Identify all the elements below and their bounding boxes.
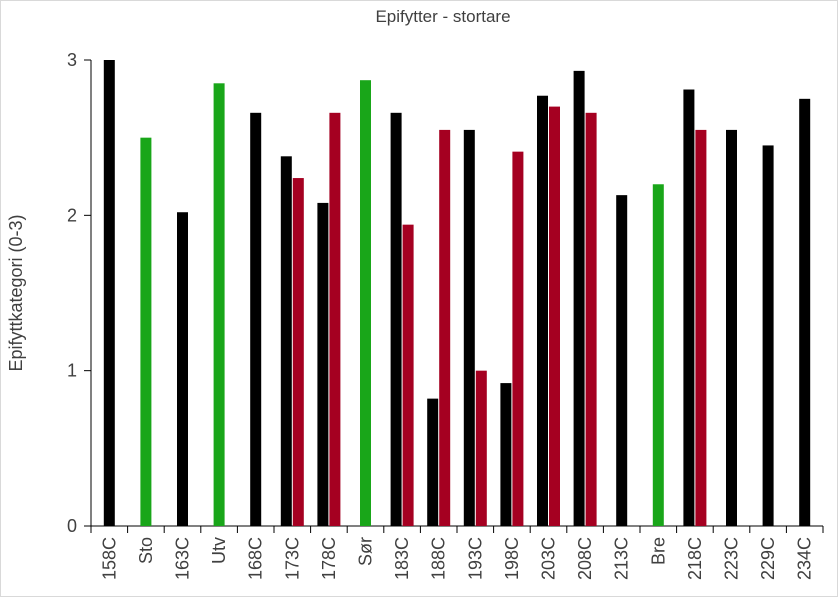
y-axis-label: Epifyttkategori (0-3) — [6, 214, 26, 371]
bar-203C — [537, 95, 548, 526]
bar-198C — [500, 383, 512, 526]
bars — [103, 60, 811, 527]
bar-183C — [390, 112, 402, 527]
bar-Sto — [140, 137, 152, 526]
bar-218C — [683, 89, 695, 526]
y-tick-label: 3 — [67, 50, 77, 70]
x-tick-label: 208C — [575, 537, 595, 580]
bar-208C — [585, 112, 597, 527]
y-tick-label: 1 — [67, 361, 77, 381]
bar-168C — [250, 112, 262, 527]
x-tick-label: Utv — [209, 537, 229, 564]
x-tick-label: 229C — [758, 537, 778, 580]
x-tick-label: 178C — [319, 537, 339, 580]
bar-218C — [695, 129, 707, 526]
bar-178C — [329, 112, 341, 527]
bar-193C — [475, 370, 487, 526]
x-tick-label: 203C — [539, 537, 559, 580]
x-tick-label: 173C — [282, 537, 302, 580]
x-tick-label: 193C — [465, 537, 485, 580]
x-tick-label: 158C — [99, 537, 119, 580]
bar-213C — [616, 195, 628, 526]
tick-labels: 0 1 2 3 158C Sto 163C Utv 168C 173C 178C Sør 183C 188… — [67, 50, 815, 580]
bar-223C — [726, 129, 737, 526]
y-tick-label: 2 — [67, 205, 77, 225]
x-tick-label: Bre — [648, 537, 668, 565]
bar-173C — [280, 156, 292, 526]
x-tick-label: 168C — [246, 537, 266, 580]
x-tick-label: 218C — [685, 537, 705, 580]
bar-178C — [317, 202, 329, 526]
x-tick-label: 188C — [429, 537, 449, 580]
x-tick-label: Sør — [356, 537, 376, 566]
bar-Bre — [652, 184, 664, 526]
bar-163C — [177, 212, 188, 526]
x-tick-label: Sto — [136, 537, 156, 564]
x-tick-label: 213C — [612, 537, 632, 580]
bar-173C — [292, 178, 304, 526]
axes — [84, 59, 824, 533]
bar-Utv — [213, 83, 225, 527]
bar-193C — [463, 129, 475, 526]
bar-229C — [762, 145, 774, 526]
x-tick-label: 163C — [173, 537, 193, 580]
x-tick-label: 223C — [722, 537, 742, 580]
bar-158C — [103, 60, 115, 526]
x-tick-label: 234C — [795, 537, 815, 580]
bar-183C — [402, 224, 414, 527]
bar-203C — [549, 106, 560, 526]
y-tick-label: 0 — [67, 516, 77, 536]
bar-188C — [439, 129, 451, 526]
chart-title: Epifytter - stortare — [375, 7, 510, 26]
bar-234C — [799, 98, 811, 526]
bar-198C — [512, 151, 524, 526]
bar-208C — [573, 70, 585, 526]
x-tick-label: 198C — [502, 537, 522, 580]
bar-188C — [427, 398, 439, 526]
x-tick-label: 183C — [392, 537, 412, 580]
bar-Sør — [360, 80, 371, 527]
